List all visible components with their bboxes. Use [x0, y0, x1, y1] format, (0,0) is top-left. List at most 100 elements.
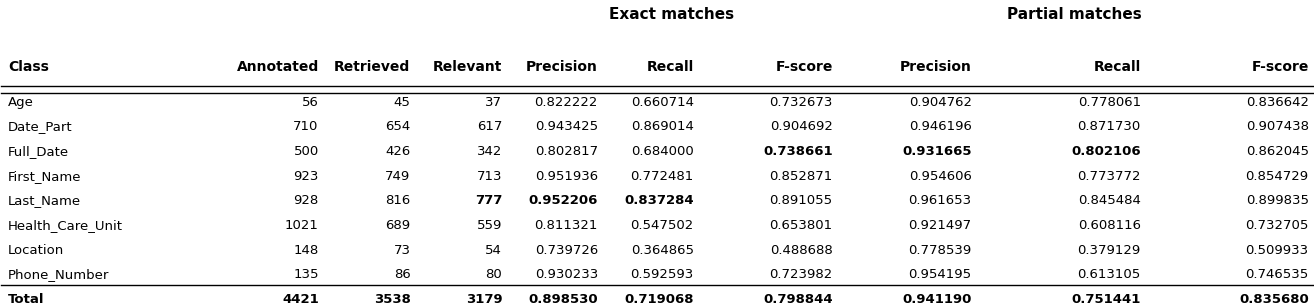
Text: 0.746535: 0.746535 [1246, 268, 1309, 282]
Text: 0.723982: 0.723982 [770, 268, 833, 282]
Text: Exact matches: Exact matches [608, 7, 735, 22]
Text: 777: 777 [474, 194, 502, 207]
Text: 0.943425: 0.943425 [535, 120, 598, 133]
Text: 0.488688: 0.488688 [770, 244, 833, 257]
Text: F-score: F-score [775, 59, 833, 74]
Text: Recall: Recall [1093, 59, 1141, 74]
Text: 0.364865: 0.364865 [631, 244, 694, 257]
Text: 0.379129: 0.379129 [1077, 244, 1141, 257]
Text: F-score: F-score [1251, 59, 1309, 74]
Text: 923: 923 [293, 170, 319, 183]
Text: 80: 80 [486, 268, 502, 282]
Text: 0.899835: 0.899835 [1246, 194, 1309, 207]
Text: 0.952206: 0.952206 [528, 194, 598, 207]
Text: 0.930233: 0.930233 [535, 268, 598, 282]
Text: 0.811321: 0.811321 [535, 219, 598, 232]
Text: Retrieved: Retrieved [334, 59, 410, 74]
Text: 0.907438: 0.907438 [1246, 120, 1309, 133]
Text: 559: 559 [477, 219, 502, 232]
Text: 0.904762: 0.904762 [909, 96, 971, 109]
Text: Recall: Recall [646, 59, 694, 74]
Text: 500: 500 [293, 145, 319, 158]
Text: Date_Part: Date_Part [8, 120, 72, 133]
Text: 654: 654 [385, 120, 410, 133]
Text: 0.961653: 0.961653 [908, 194, 971, 207]
Text: 0.862045: 0.862045 [1246, 145, 1309, 158]
Text: 1021: 1021 [285, 219, 319, 232]
Text: 749: 749 [385, 170, 410, 183]
Text: 0.509933: 0.509933 [1246, 244, 1309, 257]
Text: 0.798844: 0.798844 [763, 293, 833, 306]
Text: 0.869014: 0.869014 [631, 120, 694, 133]
Text: 0.954195: 0.954195 [908, 268, 971, 282]
Text: Class: Class [8, 59, 49, 74]
Text: 0.946196: 0.946196 [909, 120, 971, 133]
Text: Relevant: Relevant [432, 59, 502, 74]
Text: 3538: 3538 [373, 293, 410, 306]
Text: 0.608116: 0.608116 [1077, 219, 1141, 232]
Text: 0.822222: 0.822222 [535, 96, 598, 109]
Text: 0.802817: 0.802817 [535, 145, 598, 158]
Text: 0.941190: 0.941190 [903, 293, 971, 306]
Text: 0.684000: 0.684000 [631, 145, 694, 158]
Text: 45: 45 [394, 96, 410, 109]
Text: 86: 86 [394, 268, 410, 282]
Text: 0.951936: 0.951936 [535, 170, 598, 183]
Text: 0.772481: 0.772481 [631, 170, 694, 183]
Text: 0.891055: 0.891055 [770, 194, 833, 207]
Text: Age: Age [8, 96, 34, 109]
Text: 713: 713 [477, 170, 502, 183]
Text: 342: 342 [477, 145, 502, 158]
Text: 0.836642: 0.836642 [1246, 96, 1309, 109]
Text: 710: 710 [293, 120, 319, 133]
Text: 0.592593: 0.592593 [631, 268, 694, 282]
Text: 0.778061: 0.778061 [1077, 96, 1141, 109]
Text: 3179: 3179 [465, 293, 502, 306]
Text: Total: Total [8, 293, 45, 306]
Text: 0.732705: 0.732705 [1246, 219, 1309, 232]
Text: 928: 928 [293, 194, 319, 207]
Text: 135: 135 [293, 268, 319, 282]
Text: Last_Name: Last_Name [8, 194, 81, 207]
Text: 689: 689 [385, 219, 410, 232]
Text: 0.845484: 0.845484 [1077, 194, 1141, 207]
Text: 4421: 4421 [283, 293, 319, 306]
Text: 0.931665: 0.931665 [903, 145, 971, 158]
Text: 0.547502: 0.547502 [631, 219, 694, 232]
Text: Location: Location [8, 244, 64, 257]
Text: 0.719068: 0.719068 [624, 293, 694, 306]
Text: 54: 54 [485, 244, 502, 257]
Text: Annotated: Annotated [237, 59, 319, 74]
Text: 0.732673: 0.732673 [769, 96, 833, 109]
Text: 0.837284: 0.837284 [624, 194, 694, 207]
Text: 0.835680: 0.835680 [1239, 293, 1309, 306]
Text: Full_Date: Full_Date [8, 145, 70, 158]
Text: 0.653801: 0.653801 [770, 219, 833, 232]
Text: 816: 816 [385, 194, 410, 207]
Text: 73: 73 [393, 244, 410, 257]
Text: 0.904692: 0.904692 [770, 120, 833, 133]
Text: 0.660714: 0.660714 [631, 96, 694, 109]
Text: 0.871730: 0.871730 [1077, 120, 1141, 133]
Text: 426: 426 [385, 145, 410, 158]
Text: 0.802106: 0.802106 [1071, 145, 1141, 158]
Text: 617: 617 [477, 120, 502, 133]
Text: 56: 56 [302, 96, 319, 109]
Text: Precision: Precision [900, 59, 971, 74]
Text: 0.751441: 0.751441 [1071, 293, 1141, 306]
Text: 0.613105: 0.613105 [1077, 268, 1141, 282]
Text: Partial matches: Partial matches [1008, 7, 1142, 22]
Text: 0.954606: 0.954606 [909, 170, 971, 183]
Text: 0.898530: 0.898530 [528, 293, 598, 306]
Text: Precision: Precision [526, 59, 598, 74]
Text: First_Name: First_Name [8, 170, 81, 183]
Text: 148: 148 [293, 244, 319, 257]
Text: 0.738661: 0.738661 [763, 145, 833, 158]
Text: 0.773772: 0.773772 [1077, 170, 1141, 183]
Text: Phone_Number: Phone_Number [8, 268, 109, 282]
Text: 0.739726: 0.739726 [535, 244, 598, 257]
Text: 0.852871: 0.852871 [770, 170, 833, 183]
Text: 37: 37 [485, 96, 502, 109]
Text: Health_Care_Unit: Health_Care_Unit [8, 219, 124, 232]
Text: 0.854729: 0.854729 [1246, 170, 1309, 183]
